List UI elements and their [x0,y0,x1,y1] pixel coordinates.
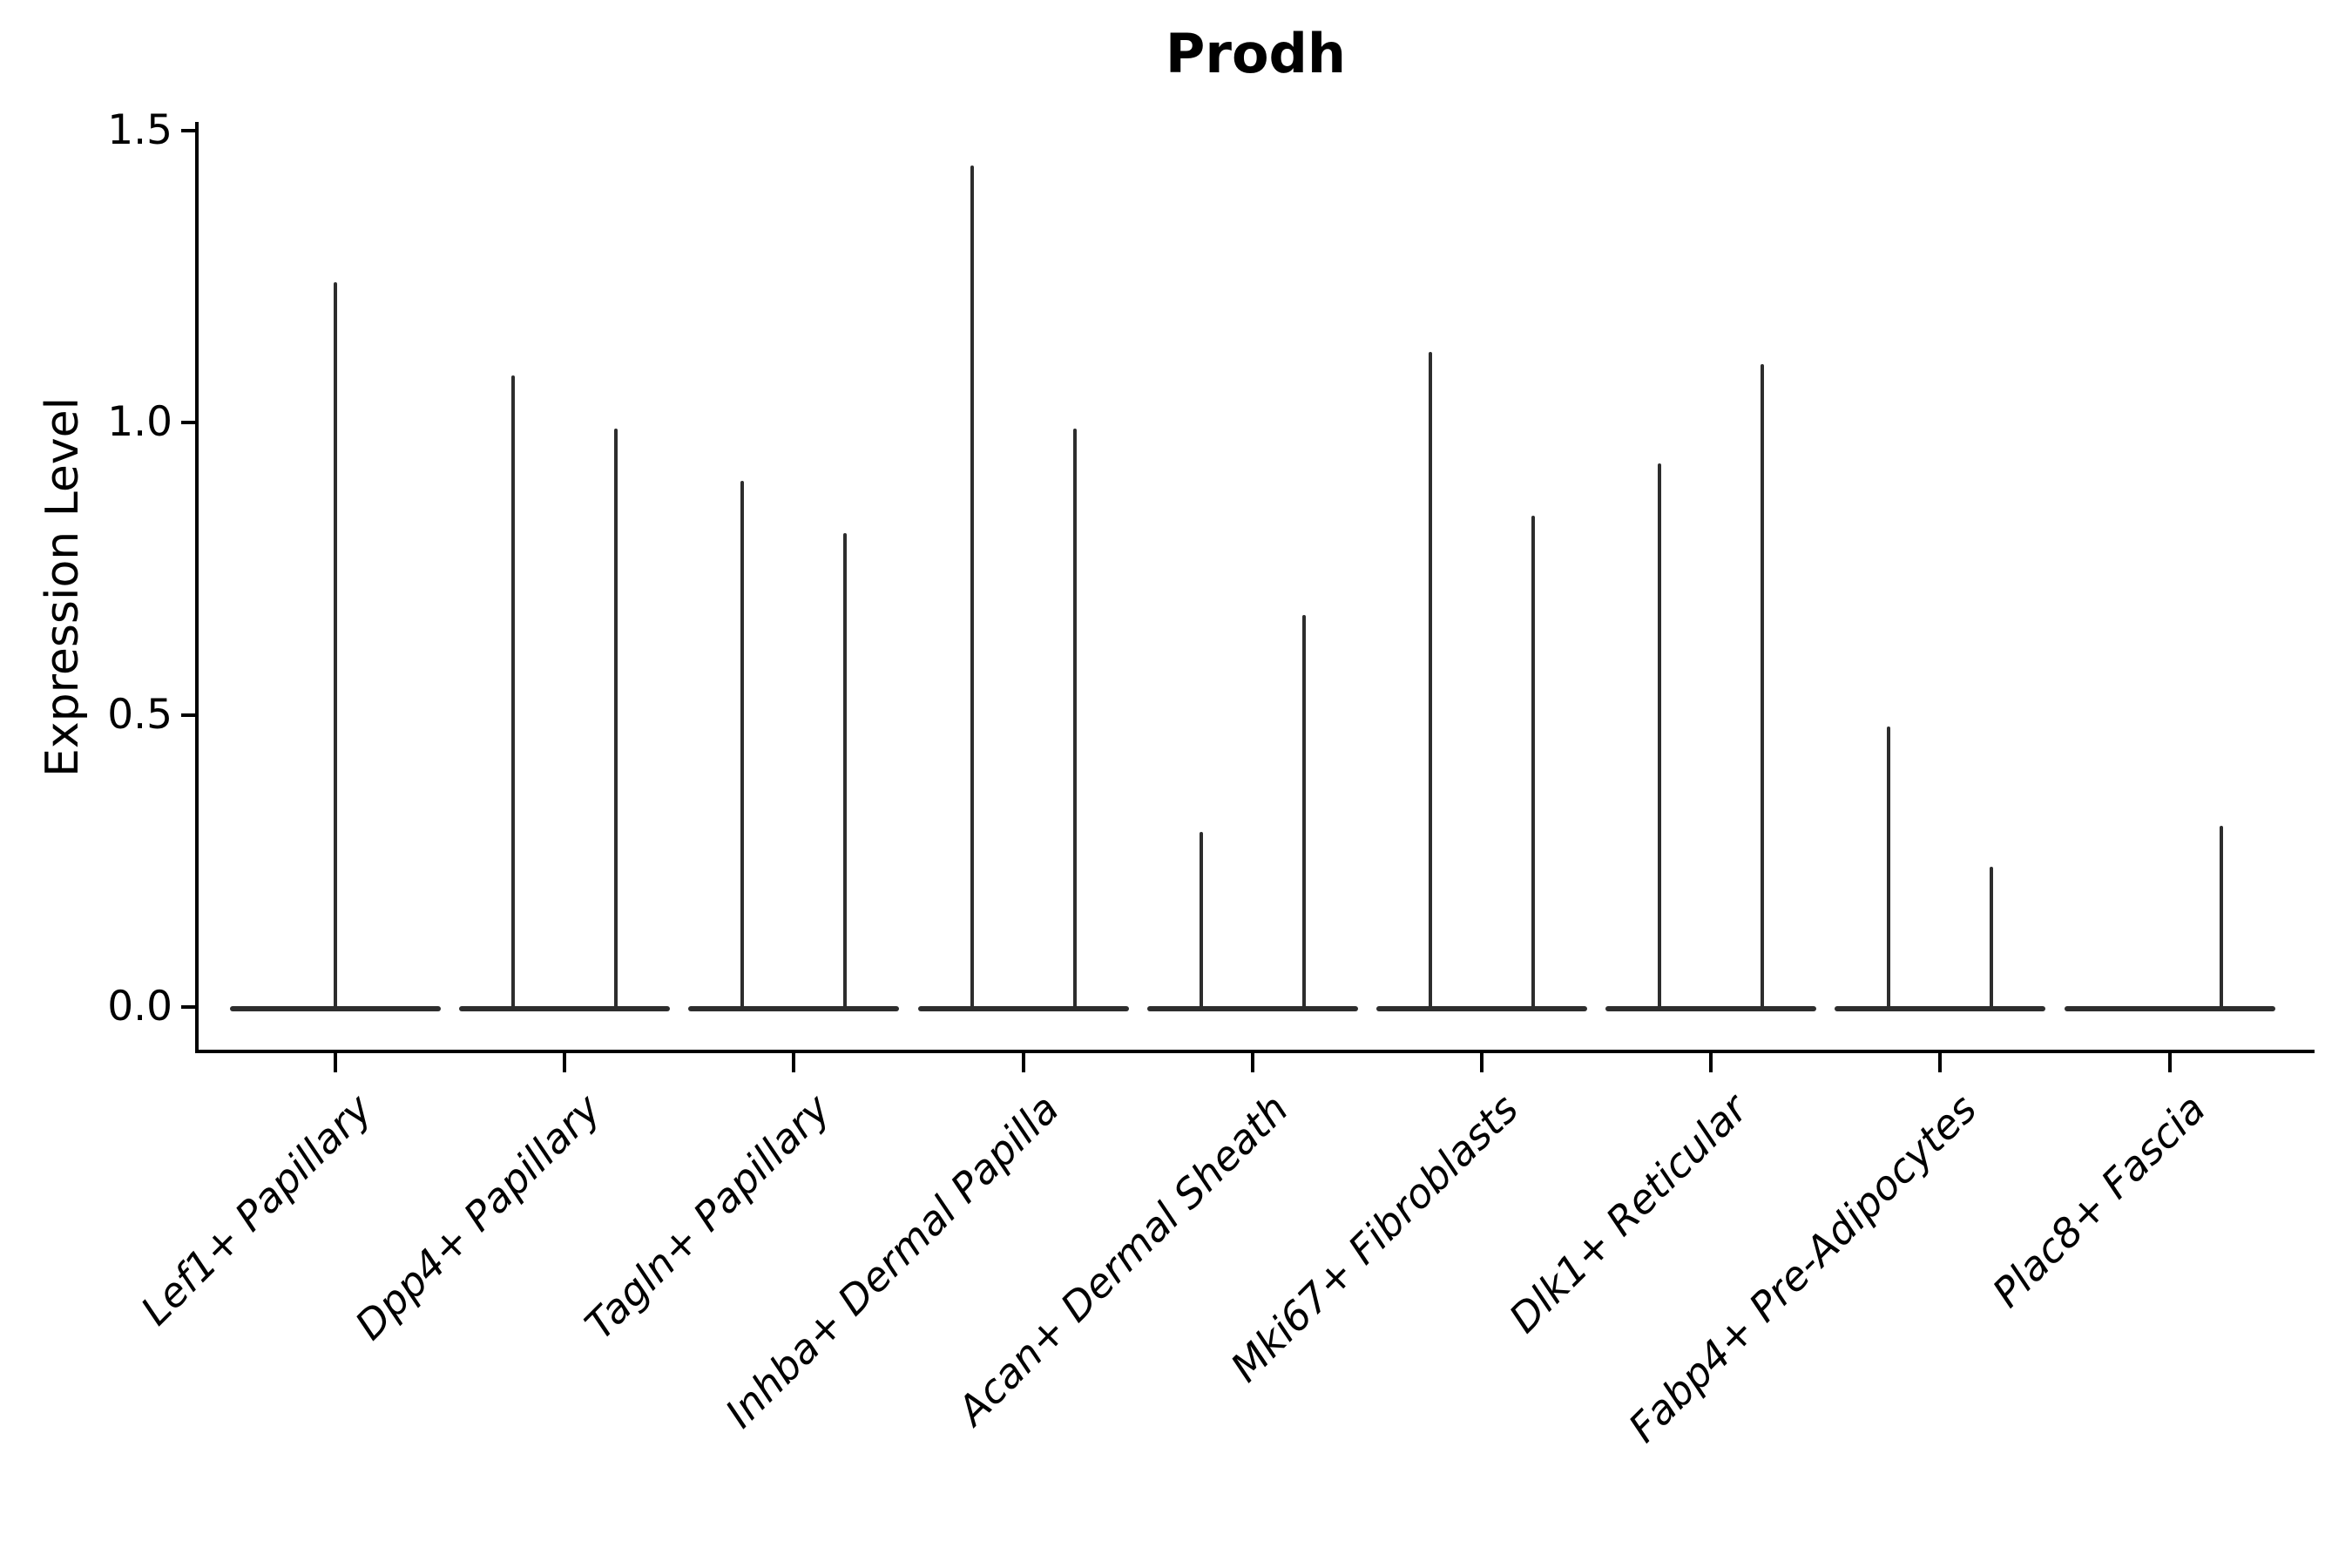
x-tick [1021,1053,1025,1072]
violin-spike [1761,363,1765,1010]
violin-base [2064,1006,2275,1011]
y-tick [181,421,197,424]
violin-base [688,1006,900,1011]
x-tick [334,1053,337,1072]
violin-base [1146,1006,1358,1011]
y-tick [181,1005,197,1009]
violin-spike [511,375,516,1010]
x-tick [1250,1053,1254,1072]
violin-spike [1429,352,1432,1010]
x-tick [563,1053,567,1072]
violin-base [917,1006,1129,1011]
x-tick [2167,1053,2172,1072]
x-tick [1938,1053,1943,1072]
violin-spike [334,281,337,1010]
violin-spike [1990,866,1994,1010]
violin-spike [1887,726,1891,1010]
x-tick [1480,1053,1484,1072]
violin-spike [1199,831,1203,1010]
violin-base [1376,1006,1587,1011]
y-tick [181,713,197,717]
x-tick [792,1053,796,1072]
y-tick [181,128,197,132]
violin-spike [740,481,745,1010]
x-tick [1709,1053,1713,1072]
y-tick-label: 1.0 [107,398,172,446]
violin-spike [843,533,848,1010]
violin-spike [2219,825,2223,1010]
violin-base [1605,1006,1817,1011]
violin-spike [1531,516,1535,1010]
x-tick-label: Lef1+ Papillary [131,1085,381,1335]
y-tick-label: 0.0 [107,983,172,1031]
x-axis-spine [195,1050,2315,1053]
violin-spike [970,165,974,1010]
violin-spike [1072,428,1077,1010]
x-tick-label: Tagln+ Papillary [575,1085,840,1348]
y-axis-spine [195,122,199,1053]
violin-base [459,1006,671,1011]
violin-base [1835,1006,2046,1011]
x-tick-label: Dlk1+ Reticular [1499,1085,1756,1342]
violin-spike [1301,615,1306,1010]
violin-spike [614,428,618,1010]
x-tick-label: Plac8+ Fascia [1983,1085,2215,1316]
violin-spike [1658,463,1662,1010]
x-tick-label: Dpp4+ Papillary [346,1085,610,1349]
chart-title: Prodh [1165,22,1347,85]
y-tick-label: 0.5 [107,690,172,739]
y-tick-label: 1.5 [107,105,172,154]
